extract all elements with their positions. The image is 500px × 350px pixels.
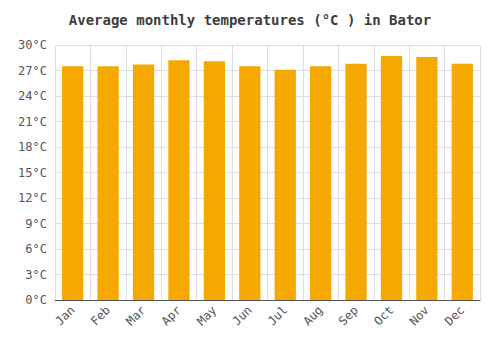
svg-text:27°C: 27°C (18, 64, 47, 78)
svg-text:Dec: Dec (442, 303, 467, 328)
svg-text:Sep: Sep (336, 303, 361, 328)
svg-text:21°C: 21°C (18, 115, 47, 129)
svg-text:Jul: Jul (265, 303, 290, 328)
svg-text:24°C: 24°C (18, 89, 47, 103)
svg-text:3°C: 3°C (25, 268, 47, 282)
svg-text:Average monthly temperatures (: Average monthly temperatures (°C ) in Ba… (69, 12, 431, 28)
svg-text:12°C: 12°C (18, 191, 47, 205)
svg-text:Feb: Feb (88, 303, 113, 328)
svg-text:May: May (194, 303, 219, 328)
svg-text:Jan: Jan (52, 303, 77, 328)
svg-text:18°C: 18°C (18, 140, 47, 154)
svg-text:Mar: Mar (123, 303, 148, 328)
svg-text:0°C: 0°C (25, 293, 47, 307)
svg-text:Aug: Aug (300, 303, 325, 328)
svg-text:Apr: Apr (159, 303, 184, 328)
svg-text:30°C: 30°C (18, 38, 47, 52)
svg-text:15°C: 15°C (18, 166, 47, 180)
svg-text:Jun: Jun (230, 303, 255, 328)
svg-text:Oct: Oct (371, 303, 396, 328)
svg-text:6°C: 6°C (25, 242, 47, 256)
svg-text:Nov: Nov (407, 303, 432, 328)
svg-text:9°C: 9°C (25, 217, 47, 231)
